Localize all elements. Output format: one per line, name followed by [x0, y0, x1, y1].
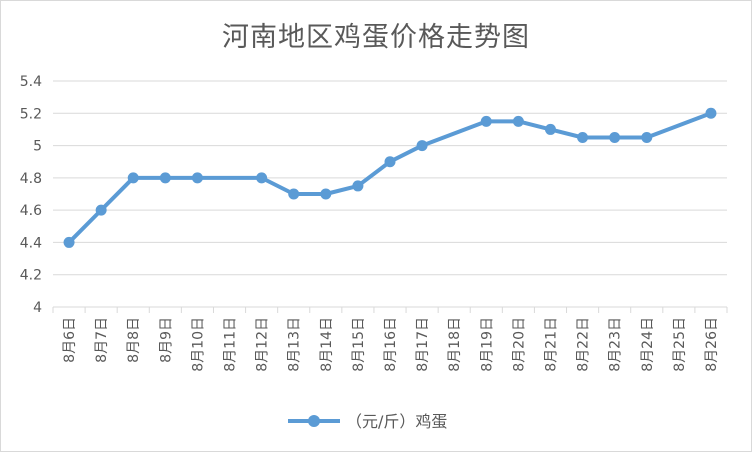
x-tick-label: 8月14日 [319, 317, 335, 372]
x-tick-label: 8月22日 [576, 317, 592, 372]
data-point [127, 172, 139, 184]
x-tick-label: 8月18日 [447, 317, 463, 372]
data-point [256, 172, 268, 184]
data-point [288, 188, 300, 200]
x-tick-label: 8月11日 [223, 317, 239, 372]
data-point [95, 204, 107, 216]
y-tick-label: 4 [33, 300, 42, 316]
x-tick-label: 8月21日 [543, 317, 559, 372]
data-point [63, 236, 75, 248]
x-tick-label: 8月15日 [351, 317, 367, 372]
data-point [577, 132, 589, 143]
x-tick-label: 8月7日 [94, 317, 110, 363]
y-tick-label: 5.2 [20, 106, 42, 122]
x-tick-label: 8月12日 [255, 317, 271, 372]
y-tick-label: 4.2 [20, 268, 42, 284]
x-tick-label: 8月10日 [190, 317, 206, 372]
x-tick-label: 8月17日 [415, 317, 431, 372]
y-tick-label: 5 [33, 139, 42, 155]
legend-marker [308, 415, 320, 427]
x-tick-label: 8月26日 [704, 317, 720, 372]
data-point [512, 115, 524, 127]
x-tick-label: 8月23日 [608, 317, 624, 372]
y-tick-label: 4.8 [20, 171, 42, 187]
y-tick-label: 4.6 [20, 203, 42, 219]
data-point [609, 132, 621, 143]
data-point [641, 132, 653, 143]
x-tick-label: 8月20日 [511, 317, 527, 372]
x-tick-label: 8月16日 [383, 317, 399, 372]
data-point [705, 107, 717, 119]
x-tick-label: 8月13日 [287, 317, 303, 372]
y-tick-label: 5.4 [20, 74, 42, 90]
data-point [159, 172, 171, 184]
data-point [480, 115, 492, 127]
x-tick-label: 8月8日 [126, 317, 142, 363]
data-point [416, 140, 428, 152]
x-tick-label: 8月24日 [640, 317, 656, 372]
legend-label: （元/斤）鸡蛋 [346, 412, 447, 431]
chart-title: 河南地区鸡蛋价格走势图 [222, 22, 530, 53]
x-tick-label: 8月9日 [158, 317, 174, 363]
x-tick-label: 8月19日 [479, 317, 495, 372]
data-point [352, 180, 364, 192]
data-point [544, 123, 556, 135]
x-tick-label: 8月6日 [62, 317, 78, 363]
x-tick-label: 8月25日 [672, 317, 688, 372]
y-tick-label: 4.4 [20, 235, 42, 251]
data-point [320, 188, 332, 200]
data-point [191, 172, 203, 184]
data-point [384, 156, 396, 168]
